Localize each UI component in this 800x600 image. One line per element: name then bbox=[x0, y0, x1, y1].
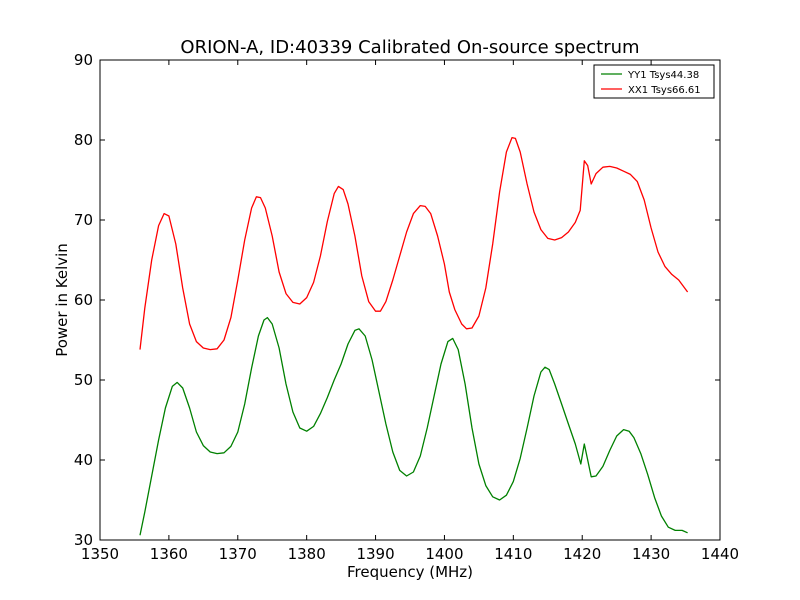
legend-label-xx1: XX1 Tsys66.61 bbox=[628, 85, 701, 96]
y-tick-label: 60 bbox=[74, 291, 93, 309]
axes-frame bbox=[99, 59, 721, 541]
axes-background bbox=[100, 60, 720, 540]
y-axis-label: Power in Kelvin bbox=[53, 243, 71, 357]
x-tick-label: 1380 bbox=[288, 545, 326, 563]
x-tick-label: 1440 bbox=[701, 545, 739, 563]
plot-area bbox=[100, 60, 720, 540]
series-layer bbox=[139, 136, 689, 536]
x-tick-label: 1370 bbox=[219, 545, 257, 563]
legend-label-yy1: YY1 Tsys44.38 bbox=[627, 70, 699, 81]
x-tick-label: 1420 bbox=[563, 545, 601, 563]
x-tick-label: 1410 bbox=[494, 545, 532, 563]
y-tick-label: 90 bbox=[74, 51, 93, 69]
legend-frame bbox=[593, 64, 715, 99]
y-tick-label: 40 bbox=[74, 451, 93, 469]
x-axis-label: Frequency (MHz) bbox=[347, 563, 473, 581]
x-tick-label: 1350 bbox=[81, 545, 119, 563]
x-tick-label: 1430 bbox=[632, 545, 670, 563]
y-tick-label: 30 bbox=[74, 531, 93, 549]
x-tick-label: 1390 bbox=[356, 545, 394, 563]
y-tick-label: 80 bbox=[74, 131, 93, 149]
x-tick-label: 1400 bbox=[425, 545, 463, 563]
legend: YY1 Tsys44.38 XX1 Tsys66.61 bbox=[593, 64, 715, 99]
x-tick-label: 1360 bbox=[150, 545, 188, 563]
chart-title: ORION-A, ID:40339 Calibrated On-source s… bbox=[180, 37, 639, 58]
series-line-yy1 bbox=[139, 316, 688, 536]
series-line-xx1 bbox=[139, 136, 689, 351]
y-tick-label: 50 bbox=[74, 371, 93, 389]
y-tick-label: 70 bbox=[74, 211, 93, 229]
ticks-layer: 1350 1360 1370 1380 1390 1400 1410 1420 1430 1440… bbox=[74, 51, 739, 563]
